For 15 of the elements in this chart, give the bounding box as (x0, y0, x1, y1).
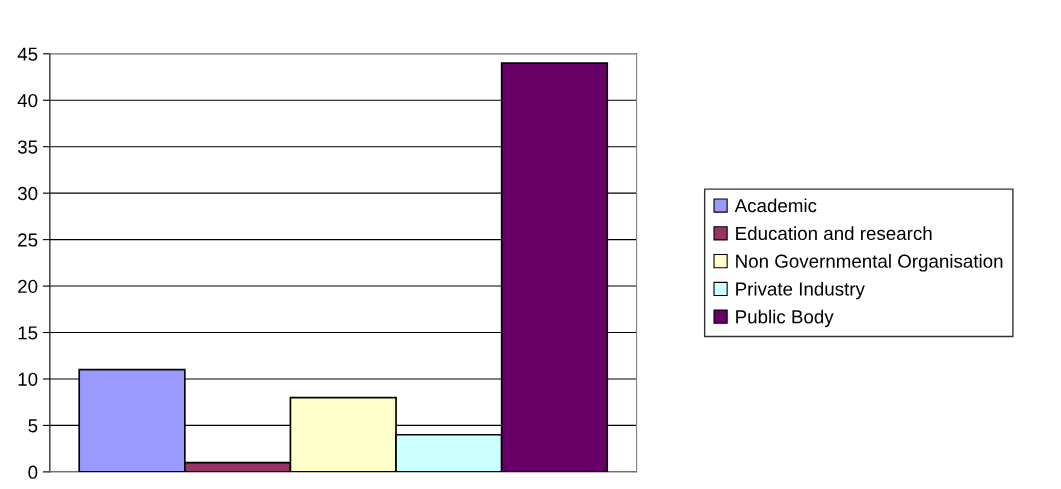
legend-label: Public Body (736, 309, 834, 328)
y-tick-label: 20 (18, 279, 38, 294)
y-tick-label: 40 (17, 93, 38, 108)
y-tick-label: 0 (28, 465, 38, 479)
legend-label: Education and research (736, 226, 932, 241)
y-tick-label: 5 (28, 419, 38, 433)
y-tick-label: 10 (18, 372, 38, 386)
legend-label: Non Governmental Organisation (736, 254, 1003, 272)
y-tick-label: 45 (17, 47, 38, 61)
y-tick-label: 35 (17, 140, 38, 154)
y-tick-label: 15 (18, 326, 38, 340)
legend-label: Private Industry (736, 281, 865, 300)
y-tick-label: 30 (17, 186, 38, 201)
y-tick-label: 25 (18, 233, 38, 247)
legend-label: Academic (734, 198, 817, 213)
